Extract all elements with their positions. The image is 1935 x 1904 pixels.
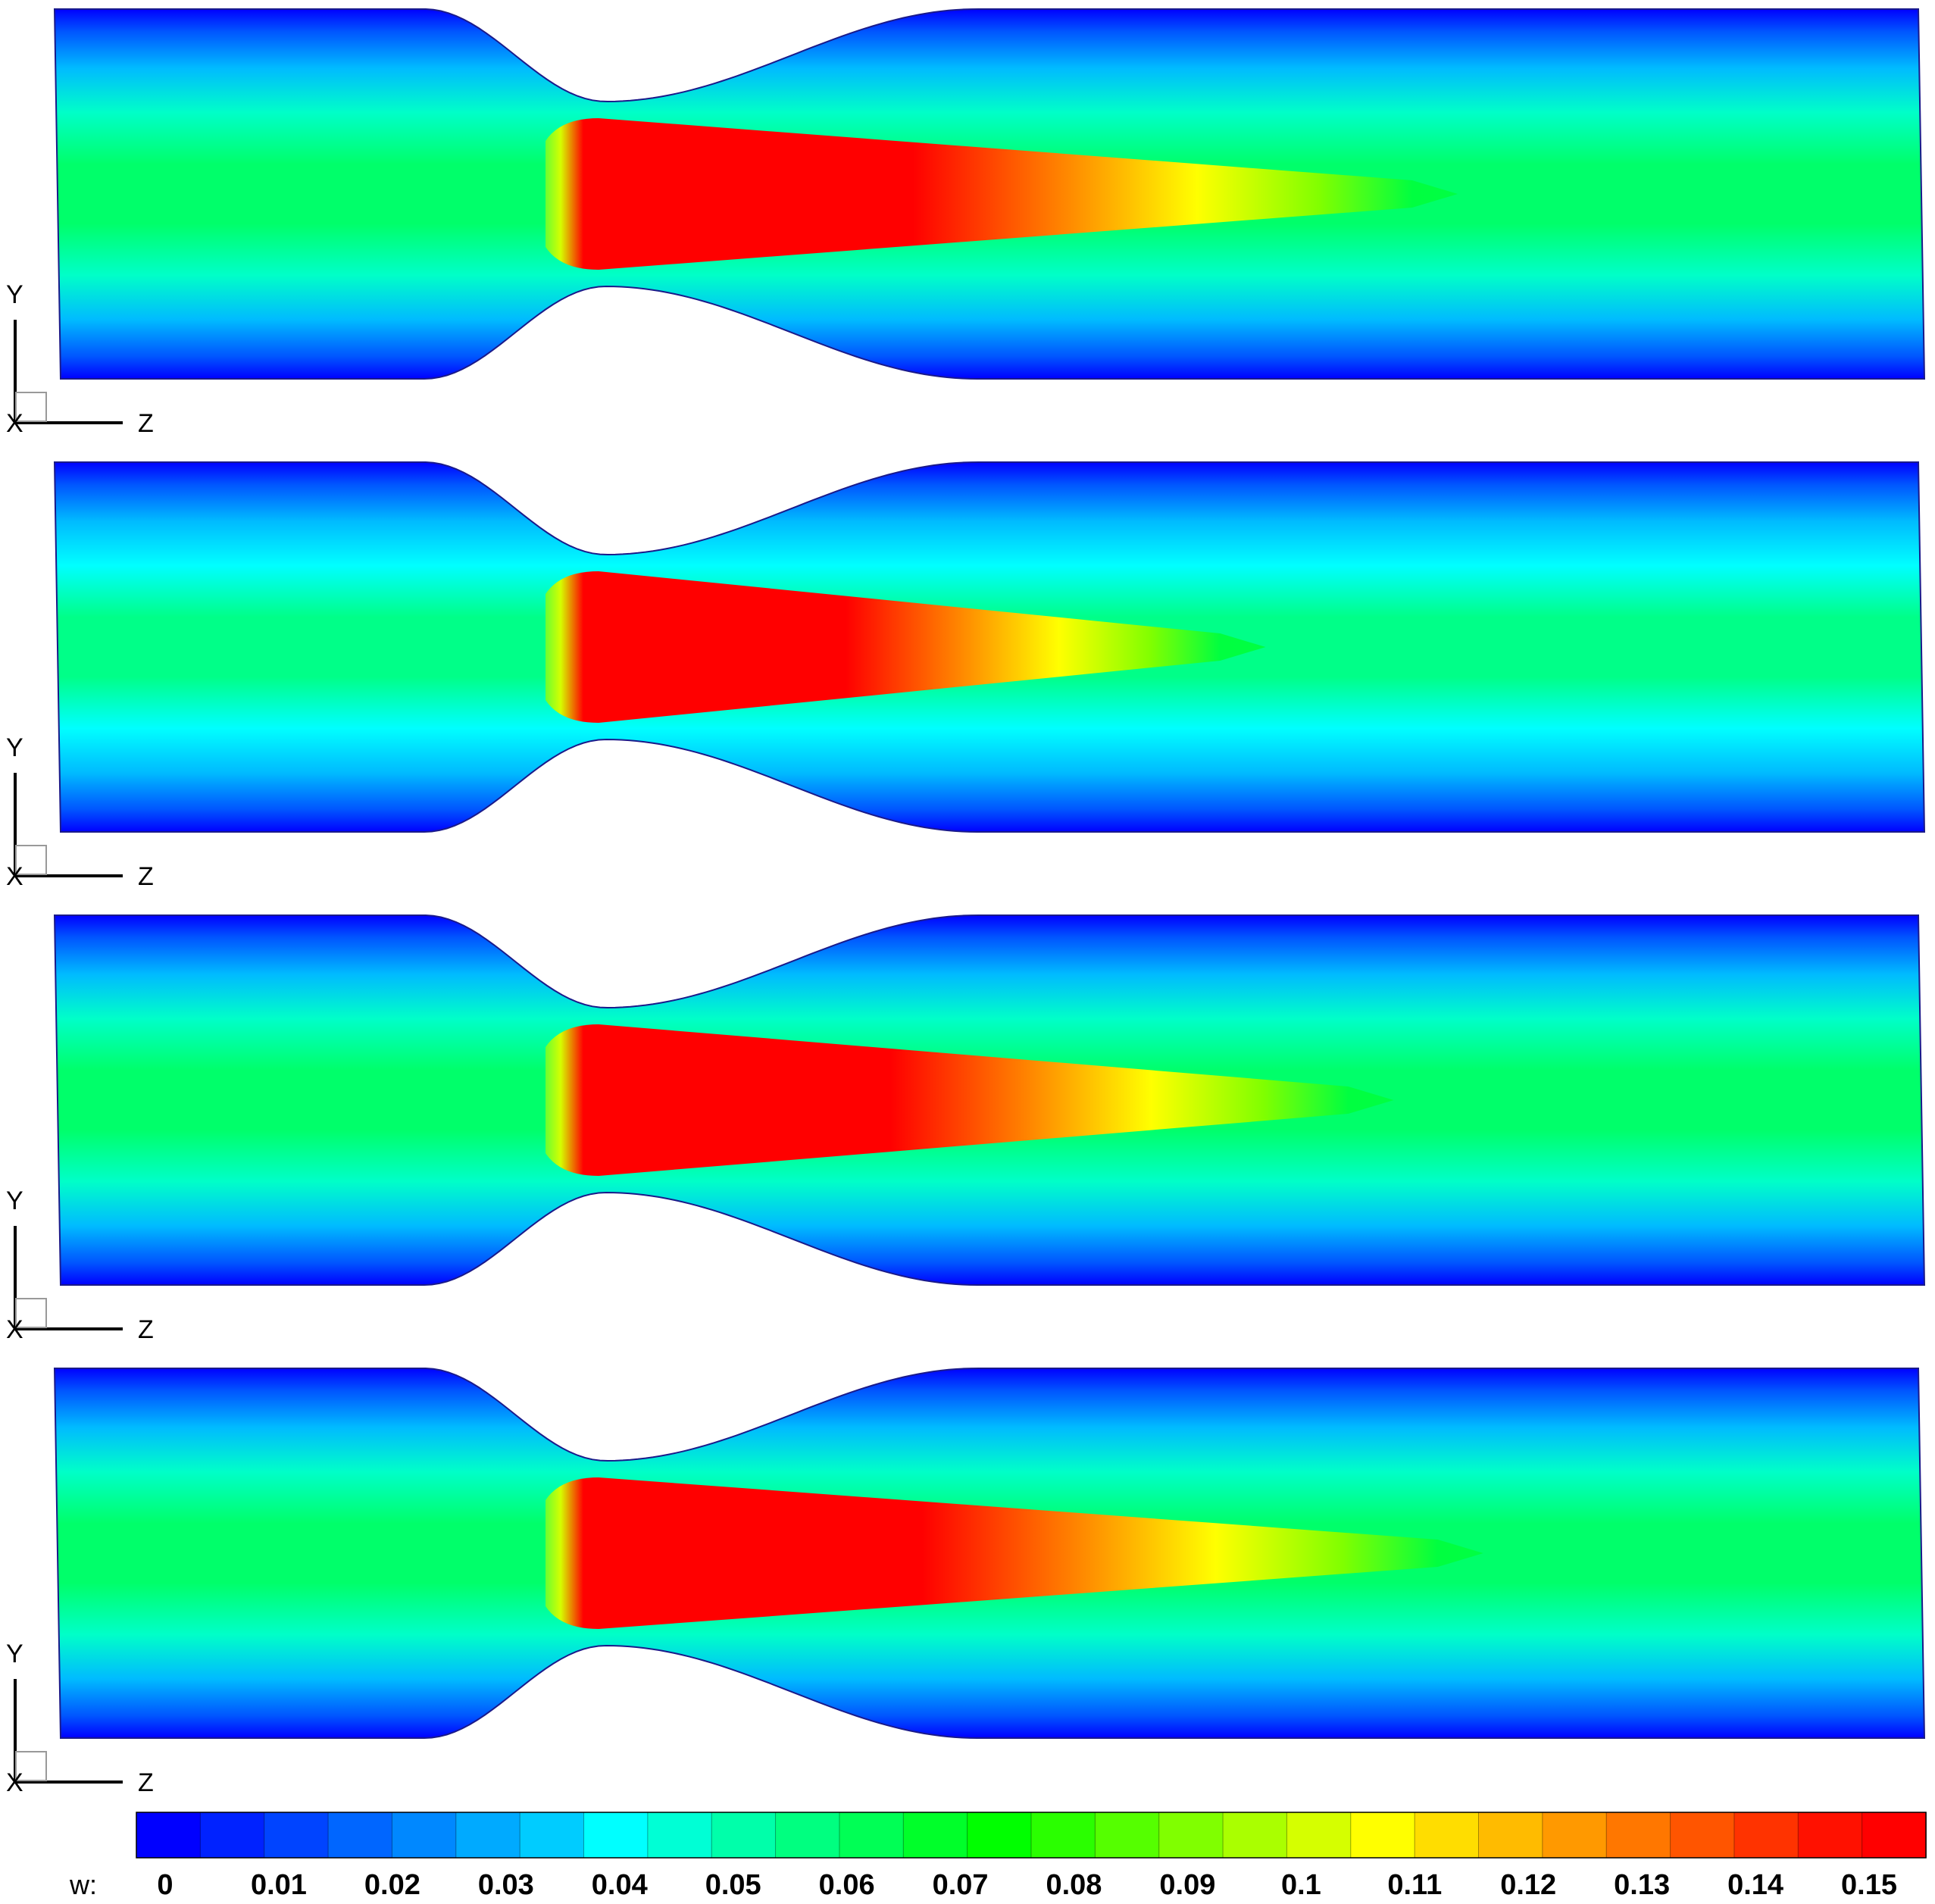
colorbar-swatch	[775, 1812, 841, 1859]
colorbar-swatch	[1733, 1812, 1799, 1859]
tube-wall	[53, 1368, 1926, 1739]
colorbar-swatch	[647, 1812, 713, 1859]
colorbar-swatch	[583, 1812, 649, 1859]
colorbar-swatch	[902, 1812, 968, 1859]
colorbar-tick-label: 0.06	[819, 1869, 875, 1901]
colorbar-swatch	[1542, 1812, 1608, 1859]
jet-core	[545, 571, 1266, 723]
x-axis-label: X	[6, 1315, 23, 1344]
colorbar-swatch	[967, 1812, 1033, 1859]
x-axis-label: X	[6, 1768, 23, 1797]
colorbar-swatch	[839, 1812, 905, 1859]
colorbar-swatch	[1862, 1812, 1927, 1859]
colorbar-tick-labels: 0 0.01 0.02 0.03 0.04 0.05 0.06 0.07 0.08 0.09 0.1…	[157, 1869, 1897, 1901]
contour-panel-3	[53, 914, 1926, 1286]
z-axis-label: Z	[138, 1768, 154, 1797]
colorbar-tick-label: 0.08	[1046, 1869, 1102, 1901]
z-axis-label: Z	[138, 409, 154, 438]
colorbar-tick-label: 0	[157, 1869, 173, 1901]
colorbar-tick-label: 0.12	[1500, 1869, 1556, 1901]
jet-core	[545, 1477, 1483, 1629]
colorbar-swatch	[1222, 1812, 1288, 1859]
axis-triad-2: Y Z X	[6, 733, 154, 891]
colorbar-swatch	[455, 1812, 521, 1859]
colorbar-swatch	[1030, 1812, 1096, 1859]
tube-wall	[53, 914, 1926, 1286]
y-axis-label: Y	[6, 1640, 23, 1668]
colorbar-swatch	[1286, 1812, 1352, 1859]
jet-core	[545, 118, 1458, 270]
colorbar-swatch	[1094, 1812, 1160, 1859]
contour-panel-4	[53, 1368, 1926, 1739]
colorbar: w: 0 0.01 0.02 0.03 0.04 0.05 0.06 0.07 0.08 0.09…	[69, 1812, 1927, 1901]
y-axis-label: Y	[6, 280, 23, 309]
z-axis-label: Z	[138, 862, 154, 891]
colorbar-swatch	[1478, 1812, 1543, 1859]
colorbar-tick-label: 0.04	[592, 1869, 648, 1901]
y-axis-label: Y	[6, 733, 23, 762]
colorbar-swatch	[1350, 1812, 1416, 1859]
colorbar-swatch	[711, 1812, 777, 1859]
colorbar-swatch	[199, 1812, 265, 1859]
colorbar-variable-label: w:	[69, 1869, 97, 1900]
colorbar-swatch	[264, 1812, 330, 1859]
colorbar-swatch	[1797, 1812, 1863, 1859]
axis-triad-4: Y Z X	[6, 1640, 154, 1797]
z-axis-label: Z	[138, 1315, 154, 1344]
colorbar-tick-label: 0.02	[364, 1869, 420, 1901]
colorbar-tick-label: 0.11	[1387, 1869, 1442, 1901]
x-axis-label: X	[6, 409, 23, 438]
axis-triad-1: Y Z X	[6, 280, 154, 438]
colorbar-swatch	[1605, 1812, 1671, 1859]
colorbar-tick-label: 0.15	[1841, 1869, 1897, 1901]
tube-wall	[53, 461, 1926, 833]
contour-panel-1	[53, 8, 1926, 380]
contour-panel-2	[53, 461, 1926, 833]
colorbar-swatch	[327, 1812, 393, 1859]
colorbar-swatches	[136, 1812, 1927, 1859]
colorbar-swatch	[519, 1812, 585, 1859]
colorbar-swatch	[1158, 1812, 1224, 1859]
colorbar-tick-label: 0.14	[1727, 1869, 1783, 1901]
x-axis-label: X	[6, 862, 23, 891]
colorbar-tick-label: 0.01	[251, 1869, 307, 1901]
colorbar-tick-label: 0.05	[705, 1869, 761, 1901]
colorbar-tick-label: 0.07	[933, 1869, 989, 1901]
colorbar-swatch	[136, 1812, 202, 1859]
colorbar-swatch	[391, 1812, 457, 1859]
colorbar-swatch	[1670, 1812, 1736, 1859]
jet-core	[545, 1024, 1394, 1176]
colorbar-tick-label: 0.1	[1281, 1869, 1321, 1901]
axis-triad-3: Y Z X	[6, 1186, 154, 1344]
colorbar-swatch	[1414, 1812, 1480, 1859]
y-axis-label: Y	[6, 1186, 23, 1215]
colorbar-tick-label: 0.09	[1159, 1869, 1215, 1901]
tube-wall	[53, 8, 1926, 380]
colorbar-tick-label: 0.03	[478, 1869, 534, 1901]
colorbar-tick-label: 0.13	[1614, 1869, 1670, 1901]
